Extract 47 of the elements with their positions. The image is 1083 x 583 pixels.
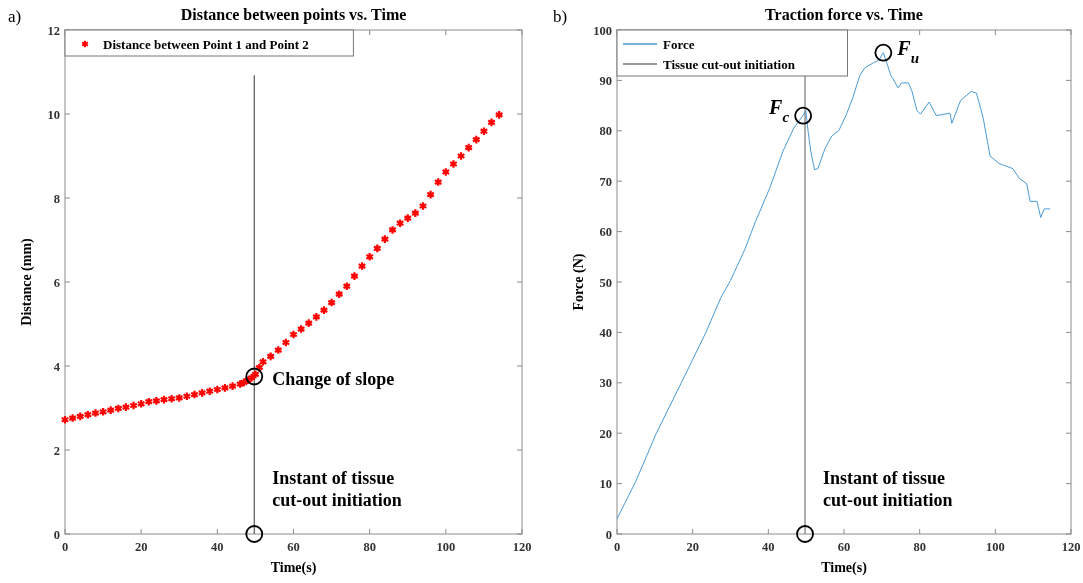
x-tick-label: 0 [613, 540, 621, 554]
chart-title: Traction force vs. Time [765, 6, 923, 23]
x-tick-label: 40 [211, 540, 224, 554]
legend-label: Distance between Point 1 and Point 2 [103, 36, 309, 52]
annotation: Instant of tissue cut-out initiation [823, 468, 953, 510]
annotation: F$_{u}$ [896, 36, 920, 66]
y-tick-label: 10 [599, 477, 612, 492]
y-tick-label: 10 [47, 107, 60, 122]
y-tick-label: 60 [599, 225, 612, 240]
y-tick-label: 90 [599, 73, 612, 88]
x-tick-label: 60 [287, 540, 300, 554]
x-axis-title: Time(s) [270, 560, 317, 576]
y-tick-label: 6 [53, 275, 60, 290]
x-tick-label: 40 [762, 540, 775, 554]
y-tick-label: 40 [599, 325, 612, 340]
y-tick-label: 0 [53, 527, 60, 542]
annotation: Change of slope [272, 368, 395, 389]
text: a) [8, 7, 22, 26]
x-tick-label: 20 [134, 540, 148, 554]
x-tick-label: 100 [985, 540, 1005, 554]
y-tick-label: 30 [599, 376, 612, 391]
y-axis-title: Force (N) [571, 253, 587, 311]
y-tick-label: 70 [599, 174, 612, 189]
x-tick-label: 80 [363, 540, 376, 554]
x-tick-label: 60 [837, 540, 851, 554]
y-tick-label: 0 [605, 527, 612, 542]
y-tick-label: 12 [47, 23, 60, 38]
x-tick-label: 120 [1061, 540, 1081, 554]
y-tick-label: 4 [53, 359, 61, 374]
chart-title: Distance between points vs. Time [180, 6, 407, 24]
y-tick-label: 80 [599, 124, 612, 139]
y-tick-label: 2 [53, 443, 60, 458]
text: b) [553, 7, 568, 26]
x-tick-label: 120 [512, 540, 532, 554]
annotation: Instant of tissue cut-out initiation [272, 468, 402, 510]
x-tick-label: 80 [913, 540, 926, 554]
y-tick-label: 8 [53, 191, 60, 206]
x-tick-label: 100 [436, 540, 456, 554]
legend-label: Tissue cut-out initiation [663, 56, 796, 72]
annotation: F$_{c}$ [768, 95, 790, 125]
legend-label: Force [663, 36, 695, 52]
y-axis-title: Distance (mm) [19, 237, 35, 326]
y-tick-label: 50 [599, 275, 612, 290]
x-axis-title: Time(s) [821, 560, 868, 576]
y-tick-label: 20 [599, 426, 612, 441]
x-tick-label: 20 [686, 540, 699, 554]
y-tick-label: 100 [593, 23, 612, 38]
